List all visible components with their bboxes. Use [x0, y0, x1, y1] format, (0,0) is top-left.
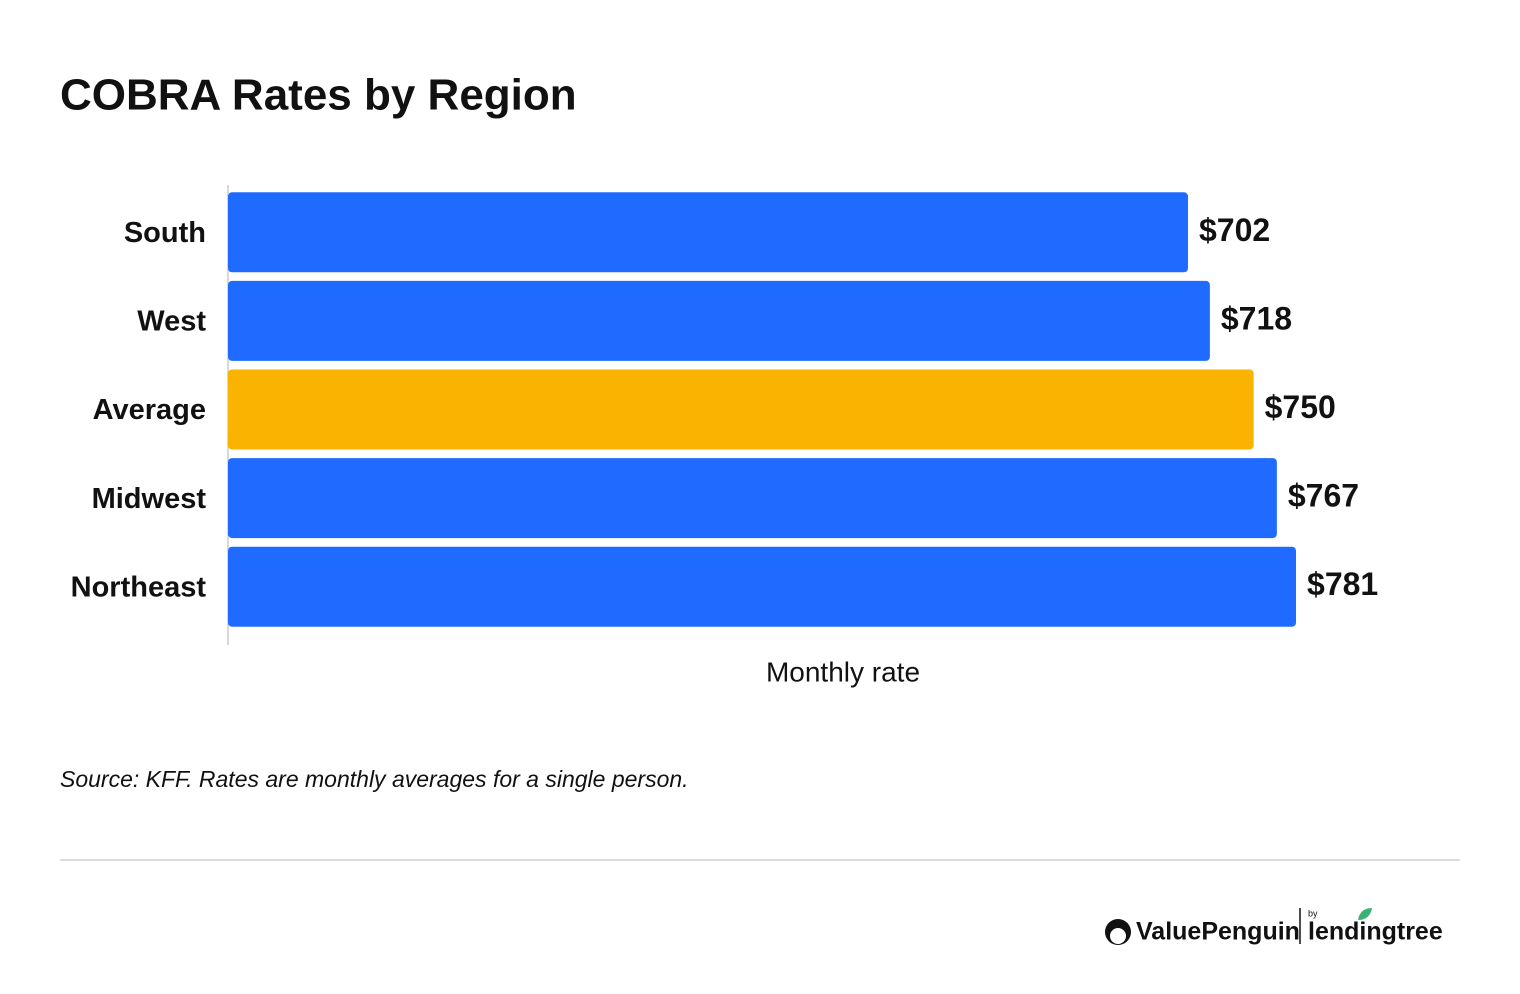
brand-name: ValuePenguin	[1136, 918, 1300, 946]
y-tick-label: South	[124, 217, 206, 249]
bar	[228, 369, 1254, 450]
value-label: $767	[1288, 478, 1359, 514]
source-note: Source: KFF. Rates are monthly averages …	[60, 766, 689, 792]
partner-name: lendingtree	[1308, 918, 1443, 946]
x-axis-label: Monthly rate	[766, 656, 920, 687]
bar	[228, 280, 1210, 361]
bar	[228, 192, 1188, 273]
chart-title: COBRA Rates by Region	[60, 71, 577, 120]
value-label: $718	[1221, 300, 1292, 336]
brand-by: by	[1308, 908, 1318, 918]
logo-icon-face	[1110, 928, 1126, 944]
partner-leaf	[1358, 908, 1372, 920]
logo: ValuePenguin by lendingtree	[1105, 908, 1443, 946]
y-tick-label: West	[137, 306, 206, 338]
value-label: $781	[1307, 566, 1378, 602]
y-tick-label: Midwest	[92, 483, 207, 515]
y-tick-label: Northeast	[71, 571, 207, 603]
value-label: $702	[1199, 212, 1270, 248]
value-label: $750	[1265, 389, 1336, 425]
bar	[228, 546, 1297, 627]
y-tick-label: Average	[93, 394, 206, 426]
bar	[228, 458, 1277, 539]
